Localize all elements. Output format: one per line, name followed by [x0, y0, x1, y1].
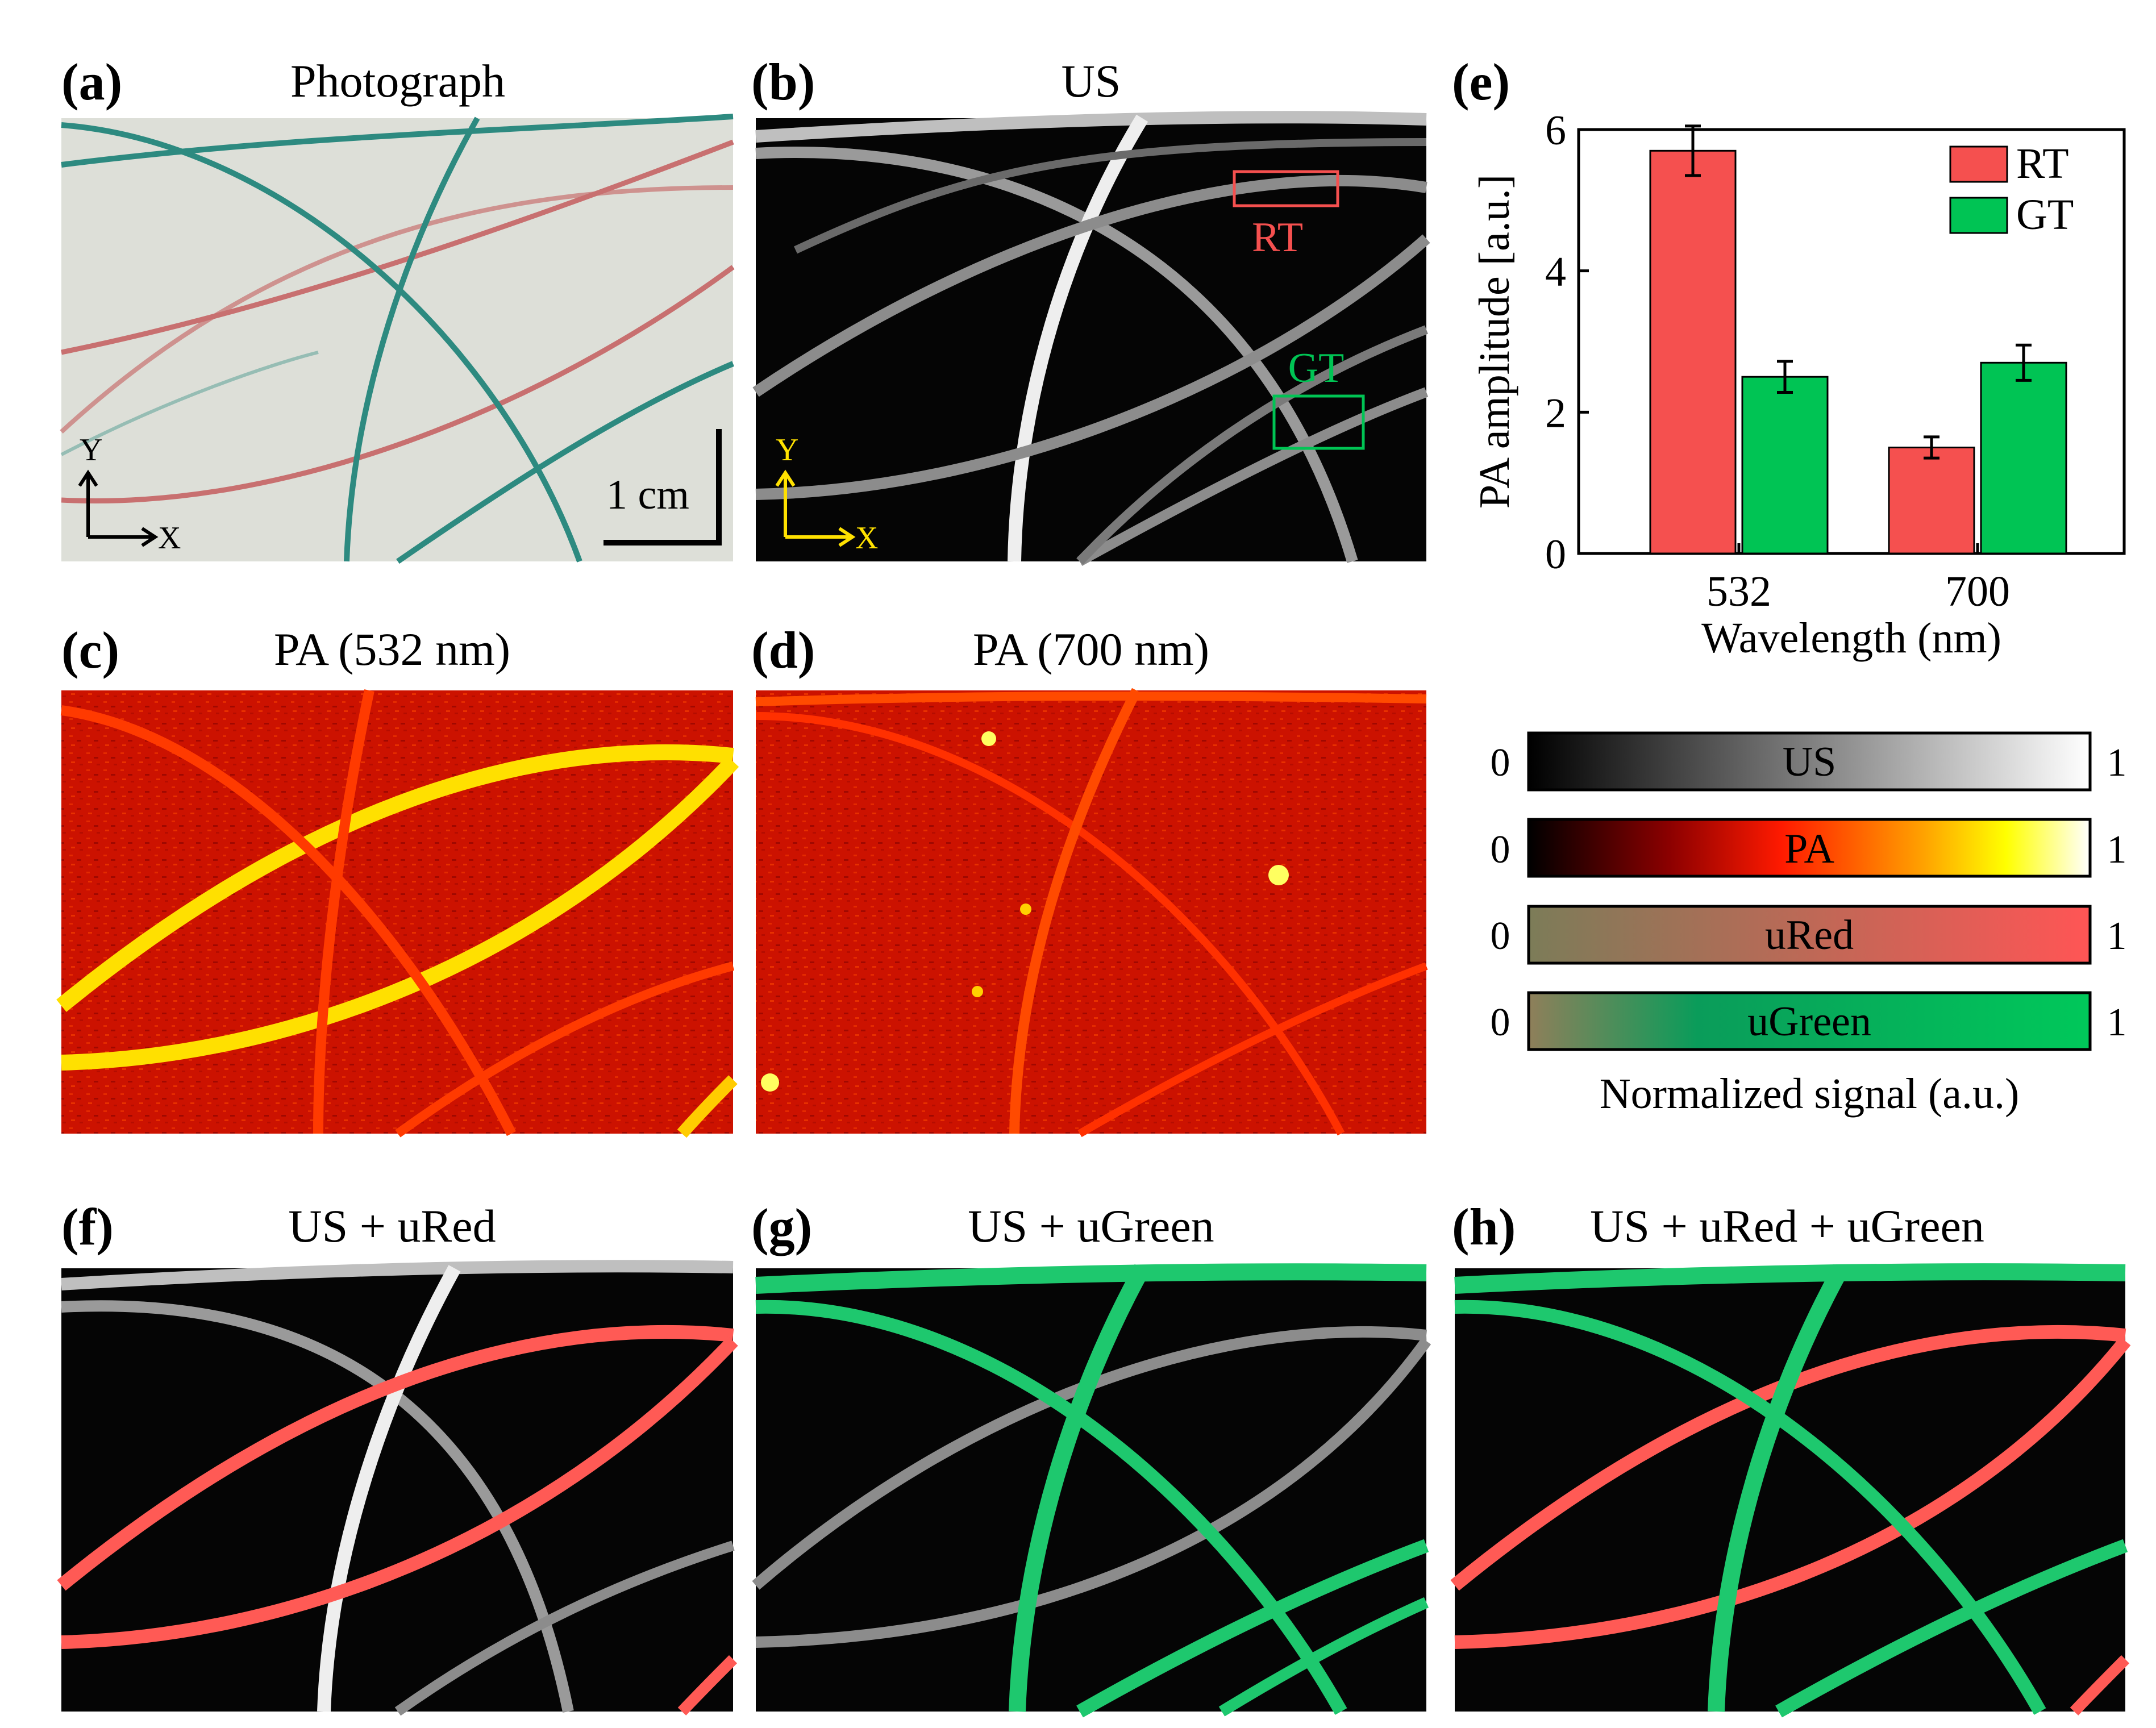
panel-a-letter: (a) — [61, 53, 122, 111]
panel-h: (h) US + uRed + uGreen — [1450, 1198, 2131, 1718]
photograph-image — [60, 114, 735, 564]
bars — [1649, 124, 2067, 555]
colorbar-pa-max: 1 — [2107, 828, 2127, 872]
colorbar-us-min: 0 — [1491, 741, 1510, 785]
panel-c: (c) PA (532 nm) — [56, 621, 739, 1138]
panel-e: (e) 0 2 4 6 532 700 PA amplitude [a.u.] Wave… — [1452, 53, 2126, 662]
panel-d-letter: (d) — [751, 621, 815, 679]
scale-bar-label: 1 cm — [606, 472, 689, 518]
y-ticks: 0 2 4 6 — [1545, 107, 1589, 578]
pa-532-image — [56, 689, 739, 1138]
y-axis-label: PA amplitude [a.u.] — [1471, 174, 1518, 509]
axis-y-label-a: Y — [80, 432, 102, 468]
legend-swatch-gt — [1949, 197, 2008, 234]
panel-e-letter: (e) — [1452, 53, 1510, 111]
colorbar-ugreen-min: 0 — [1491, 1001, 1510, 1044]
error-bar-rt-700 — [1924, 435, 1939, 460]
y-tick-label: 0 — [1545, 531, 1566, 578]
axis-indicator-b — [775, 469, 856, 547]
bar-chart: 0 2 4 6 532 700 PA amplitude [a.u.] Waveleng… — [1471, 107, 2126, 662]
panel-b-title: US — [1062, 55, 1121, 107]
colorbar-pa: 0 PA 1 — [1491, 818, 2127, 878]
bar-gt-532 — [1741, 376, 1829, 555]
axis-y-label-b: Y — [776, 432, 798, 468]
panel-c-letter: (c) — [61, 621, 119, 679]
panel-h-letter: (h) — [1452, 1198, 1516, 1256]
panel-g-title: US + uGreen — [968, 1200, 1214, 1252]
roi-gt-label: GT — [1288, 345, 1345, 392]
panel-c-title: PA (532 nm) — [274, 623, 510, 675]
x-tick-label-532: 532 — [1707, 568, 1771, 615]
colorbars: 0 US 1 0 PA 1 0 uRed 1 0 uGreen 1 Normal… — [1491, 731, 2127, 1118]
panel-b: (b) US RT GT Y X — [751, 53, 1430, 566]
y-tick-label: 4 — [1545, 249, 1566, 295]
axis-x-label-b: X — [855, 521, 878, 556]
colorbar-ured-label: uRed — [1765, 912, 1854, 959]
colorbar-pa-label: PA — [1784, 826, 1834, 872]
panel-h-title: US + uRed + uGreen — [1590, 1200, 1984, 1252]
pa-700-image — [755, 688, 1428, 1138]
panel-a: (a) Photograph Y X 1 cm — [60, 53, 735, 564]
panel-a-title: Photograph — [290, 55, 505, 107]
error-bar-gt-532 — [1777, 360, 1793, 394]
panel-b-letter: (b) — [751, 53, 815, 111]
y-tick-label: 6 — [1545, 107, 1566, 154]
colorbar-ugreen: 0 uGreen 1 — [1491, 991, 2127, 1051]
panel-d: (d) PA (700 nm) — [751, 621, 1428, 1138]
axis-x-label-a: X — [158, 521, 181, 556]
colorbar-ugreen-label: uGreen — [1747, 998, 1871, 1045]
us-image — [752, 111, 1430, 566]
x-ticks: 532 700 — [1707, 543, 2010, 615]
legend-label-gt: GT — [2016, 191, 2074, 239]
overlay-h-image — [1450, 1263, 2131, 1718]
error-bar-gt-700 — [2016, 343, 2032, 382]
colorbar-ured-max: 1 — [2107, 914, 2127, 958]
colorbar-ured-min: 0 — [1491, 914, 1510, 958]
panel-f-letter: (f) — [61, 1198, 114, 1256]
bar-rt-532 — [1649, 149, 1737, 555]
colorbar-pa-min: 0 — [1491, 828, 1510, 872]
chart-plot-area — [1577, 128, 2126, 555]
roi-rt-box — [1233, 170, 1339, 207]
bar-rt-700 — [1888, 447, 1975, 555]
colorbar-ured: 0 uRed 1 — [1491, 905, 2127, 965]
legend-label-rt: RT — [2016, 140, 2069, 188]
roi-rt-label: RT — [1252, 214, 1303, 261]
error-bar-rt-532 — [1685, 124, 1701, 177]
colorbar-us-max: 1 — [2107, 741, 2127, 785]
colorbar-caption: Normalized signal (a.u.) — [1600, 1070, 2020, 1118]
axis-indicator-a — [78, 469, 159, 547]
colorbar-ugreen-max: 1 — [2107, 1001, 2127, 1044]
roi-gt-box — [1272, 394, 1365, 450]
panel-d-title: PA (700 nm) — [973, 623, 1209, 675]
scale-bar — [603, 429, 722, 546]
colorbar-us: 0 US 1 — [1491, 731, 2127, 792]
colorbar-us-label: US — [1783, 739, 1837, 785]
x-axis-label: Wavelength (nm) — [1701, 614, 2001, 662]
overlay-g-image — [752, 1263, 1431, 1718]
bar-gt-700 — [1980, 361, 2067, 555]
panel-f-title: US + uRed — [288, 1200, 496, 1252]
panel-f: (f) US + uRed — [57, 1198, 738, 1716]
x-tick-label-700: 700 — [1945, 568, 2010, 615]
panel-g: (g) US + uGreen — [751, 1198, 1431, 1718]
y-tick-label: 2 — [1545, 390, 1566, 436]
overlay-f-image — [57, 1260, 738, 1716]
legend-swatch-rt — [1949, 145, 2008, 183]
panel-g-letter: (g) — [751, 1198, 812, 1256]
